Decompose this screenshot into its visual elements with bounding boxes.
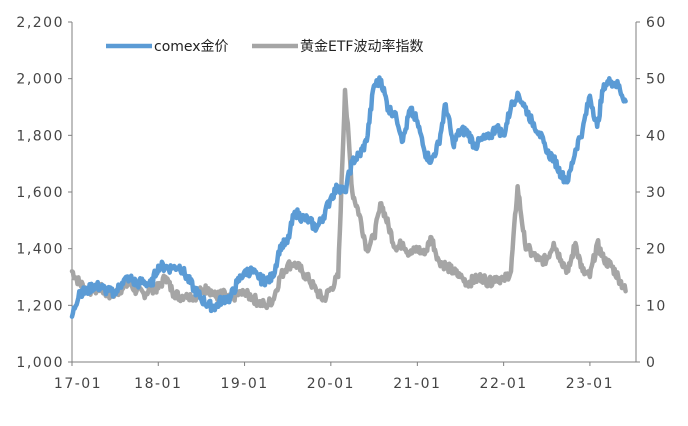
axes: 1,000 1,200 1,400 1,600 1,800 2,000 2,200 0 10 20… [16,15,667,392]
y-right-tick-label: 0 [646,355,656,371]
x-tick-label: 20-01 [307,376,355,392]
y-left-tick-label: 1,600 [16,185,64,201]
y-left-tick-label: 1,000 [16,355,64,371]
x-tick-label: 23-01 [566,376,614,392]
legend-label-0: comex金价 [154,39,229,55]
y-left-tick-label: 2,000 [16,72,64,88]
y-left-tick-label: 1,200 [16,298,64,314]
y-right-tick-label: 10 [646,298,667,314]
x-tick-label: 19-01 [220,376,268,392]
y-right-tick-label: 30 [646,185,667,201]
series-line-0 [69,75,628,319]
y-left-tick-label: 1,800 [16,128,64,144]
x-tick-label: 18-01 [134,376,182,392]
legend: comex金价 黄金ETF波动率指数 [106,38,423,55]
y-right-tick-label: 60 [646,15,667,31]
legend-label-1: 黄金ETF波动率指数 [300,38,423,55]
series-line-1 [69,87,628,311]
x-tick-label: 21-01 [393,376,441,392]
series-layer [69,75,628,319]
y-left-tick-label: 1,400 [16,242,64,258]
y-left-tick-label: 2,200 [16,15,64,31]
y-right-tick-label: 40 [646,128,667,144]
x-tick-label: 17-01 [54,376,102,392]
y-right-tick-label: 50 [646,72,667,88]
y-right-tick-label: 20 [646,242,667,258]
x-tick-label: 22-01 [480,376,528,392]
